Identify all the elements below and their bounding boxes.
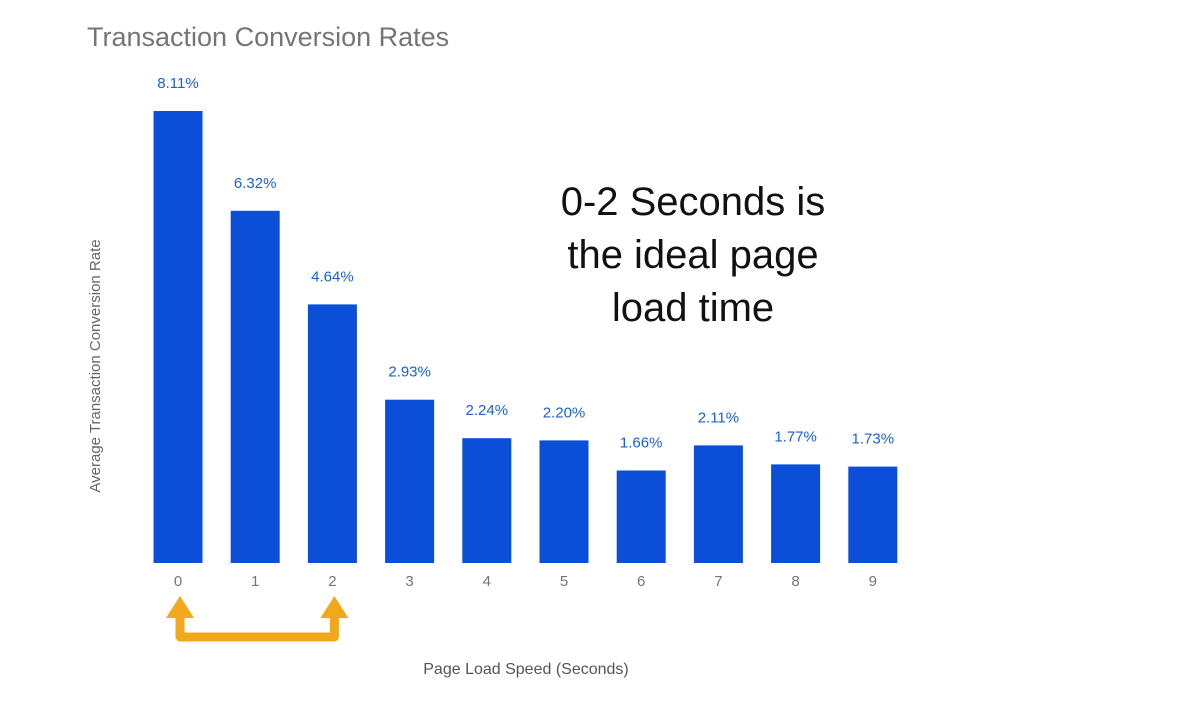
bar-1 xyxy=(230,210,280,564)
x-tick-labels-group: 0 1 2 3 4 5 6 7 8 9 xyxy=(174,573,877,590)
x-axis-label: Page Load Speed (Seconds) xyxy=(423,661,628,678)
x-tick-label-6: 6 xyxy=(637,573,645,590)
x-tick-label-1: 1 xyxy=(251,573,259,590)
arrowhead-left xyxy=(166,596,194,618)
bar-7 xyxy=(693,445,743,563)
bar-0 xyxy=(153,111,203,563)
range-bracket-arrow xyxy=(166,596,349,642)
value-label-8: 1.77% xyxy=(774,428,817,445)
value-label-1: 6.32% xyxy=(234,175,277,192)
annotation-line-3: load time xyxy=(611,286,775,330)
x-tick-label-2: 2 xyxy=(328,573,336,590)
value-label-0: 8.11% xyxy=(157,75,198,92)
bars-group xyxy=(153,111,898,564)
annotation-line-1: 0-2 Seconds is xyxy=(560,180,826,224)
x-tick-label-4: 4 xyxy=(483,573,491,590)
x-tick-label-8: 8 xyxy=(791,573,799,590)
value-label-9: 1.73% xyxy=(852,431,895,448)
annotation-line-2: the ideal page xyxy=(567,233,819,277)
x-tick-label-9: 9 xyxy=(869,573,877,590)
x-tick-label-0: 0 xyxy=(174,573,182,590)
arrowhead-right xyxy=(320,596,349,618)
value-labels-group: 8.11% 6.32% 4.64% 2.93% 2.24% 2.20% 1.66% 2.11%… xyxy=(157,75,894,452)
y-axis-label: Average Transaction Conversion Rate xyxy=(87,239,104,492)
x-tick-label-3: 3 xyxy=(405,573,413,590)
bar-5 xyxy=(539,440,589,563)
bar-2 xyxy=(307,304,357,563)
bar-6 xyxy=(616,470,666,563)
bar-8 xyxy=(771,464,821,563)
annotation-callout: 0-2 Seconds is the ideal page load time xyxy=(518,176,868,335)
bracket-line xyxy=(175,614,339,642)
value-label-4: 2.24% xyxy=(466,402,509,419)
value-label-3: 2.93% xyxy=(388,364,431,381)
value-label-6: 1.66% xyxy=(620,435,663,452)
x-tick-label-5: 5 xyxy=(560,573,568,590)
chart-title: Transaction Conversion Rates xyxy=(87,22,450,52)
bar-9 xyxy=(848,466,898,563)
x-tick-label-7: 7 xyxy=(714,573,722,590)
value-label-2: 4.64% xyxy=(311,268,354,285)
value-label-7: 2.11% xyxy=(698,409,739,426)
bar-4 xyxy=(462,438,512,563)
value-label-5: 2.20% xyxy=(543,404,586,421)
bar-3 xyxy=(385,399,435,563)
